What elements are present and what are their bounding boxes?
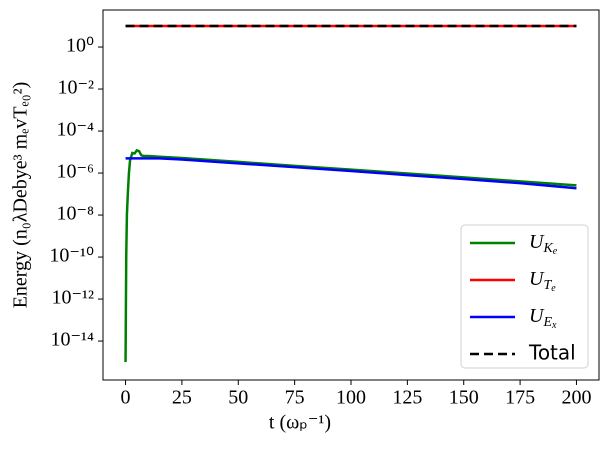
legend-label-part: x — [551, 320, 557, 331]
legend-label-part: E — [542, 315, 552, 330]
y-tick-label: 10⁻⁶ — [56, 161, 94, 183]
legend-label-part: U — [529, 305, 545, 327]
x-axis-label: t (ωₚ⁻¹) — [269, 412, 331, 434]
y-tick-label: 10⁻¹² — [51, 287, 94, 309]
series-line — [124, 148, 577, 363]
legend-label-part: U — [529, 268, 545, 290]
y-tick-label: 10⁻⁴ — [56, 119, 94, 141]
legend-label: UTe — [529, 268, 556, 295]
series-line — [125, 157, 577, 190]
x-tick-label: 200 — [561, 387, 591, 409]
x-tick-label: 0 — [121, 387, 131, 409]
y-axis-label: Energy (n₀λDebye³ mₑvTₑ₀²) — [10, 82, 32, 309]
legend-box — [460, 224, 589, 369]
y-tick-label: 10⁻² — [57, 77, 94, 99]
x-tick-label: 50 — [228, 387, 248, 409]
y-tick-label: 10⁰ — [66, 35, 94, 57]
legend-label-part: e — [551, 283, 556, 294]
x-tick-label: 25 — [172, 387, 192, 409]
x-tick-label: 100 — [336, 387, 366, 409]
legend-label: Total — [528, 341, 576, 365]
legend-label-part: U — [529, 231, 545, 253]
x-tick-label: 175 — [505, 387, 535, 409]
x-tick-label: 75 — [285, 387, 305, 409]
legend-label: UKe — [529, 231, 558, 258]
y-tick-label: 10⁻¹⁰ — [49, 245, 94, 267]
legend-label-part: e — [553, 246, 558, 257]
y-tick-label: 10⁻⁸ — [56, 203, 94, 225]
y-tick-label: 10⁻¹⁴ — [50, 329, 94, 351]
legend-label: UEx — [529, 305, 557, 332]
x-tick-label: 125 — [392, 387, 422, 409]
x-tick-label: 150 — [449, 387, 479, 409]
legend-label-part: T — [543, 278, 552, 293]
legend-label-part: K — [542, 241, 553, 256]
